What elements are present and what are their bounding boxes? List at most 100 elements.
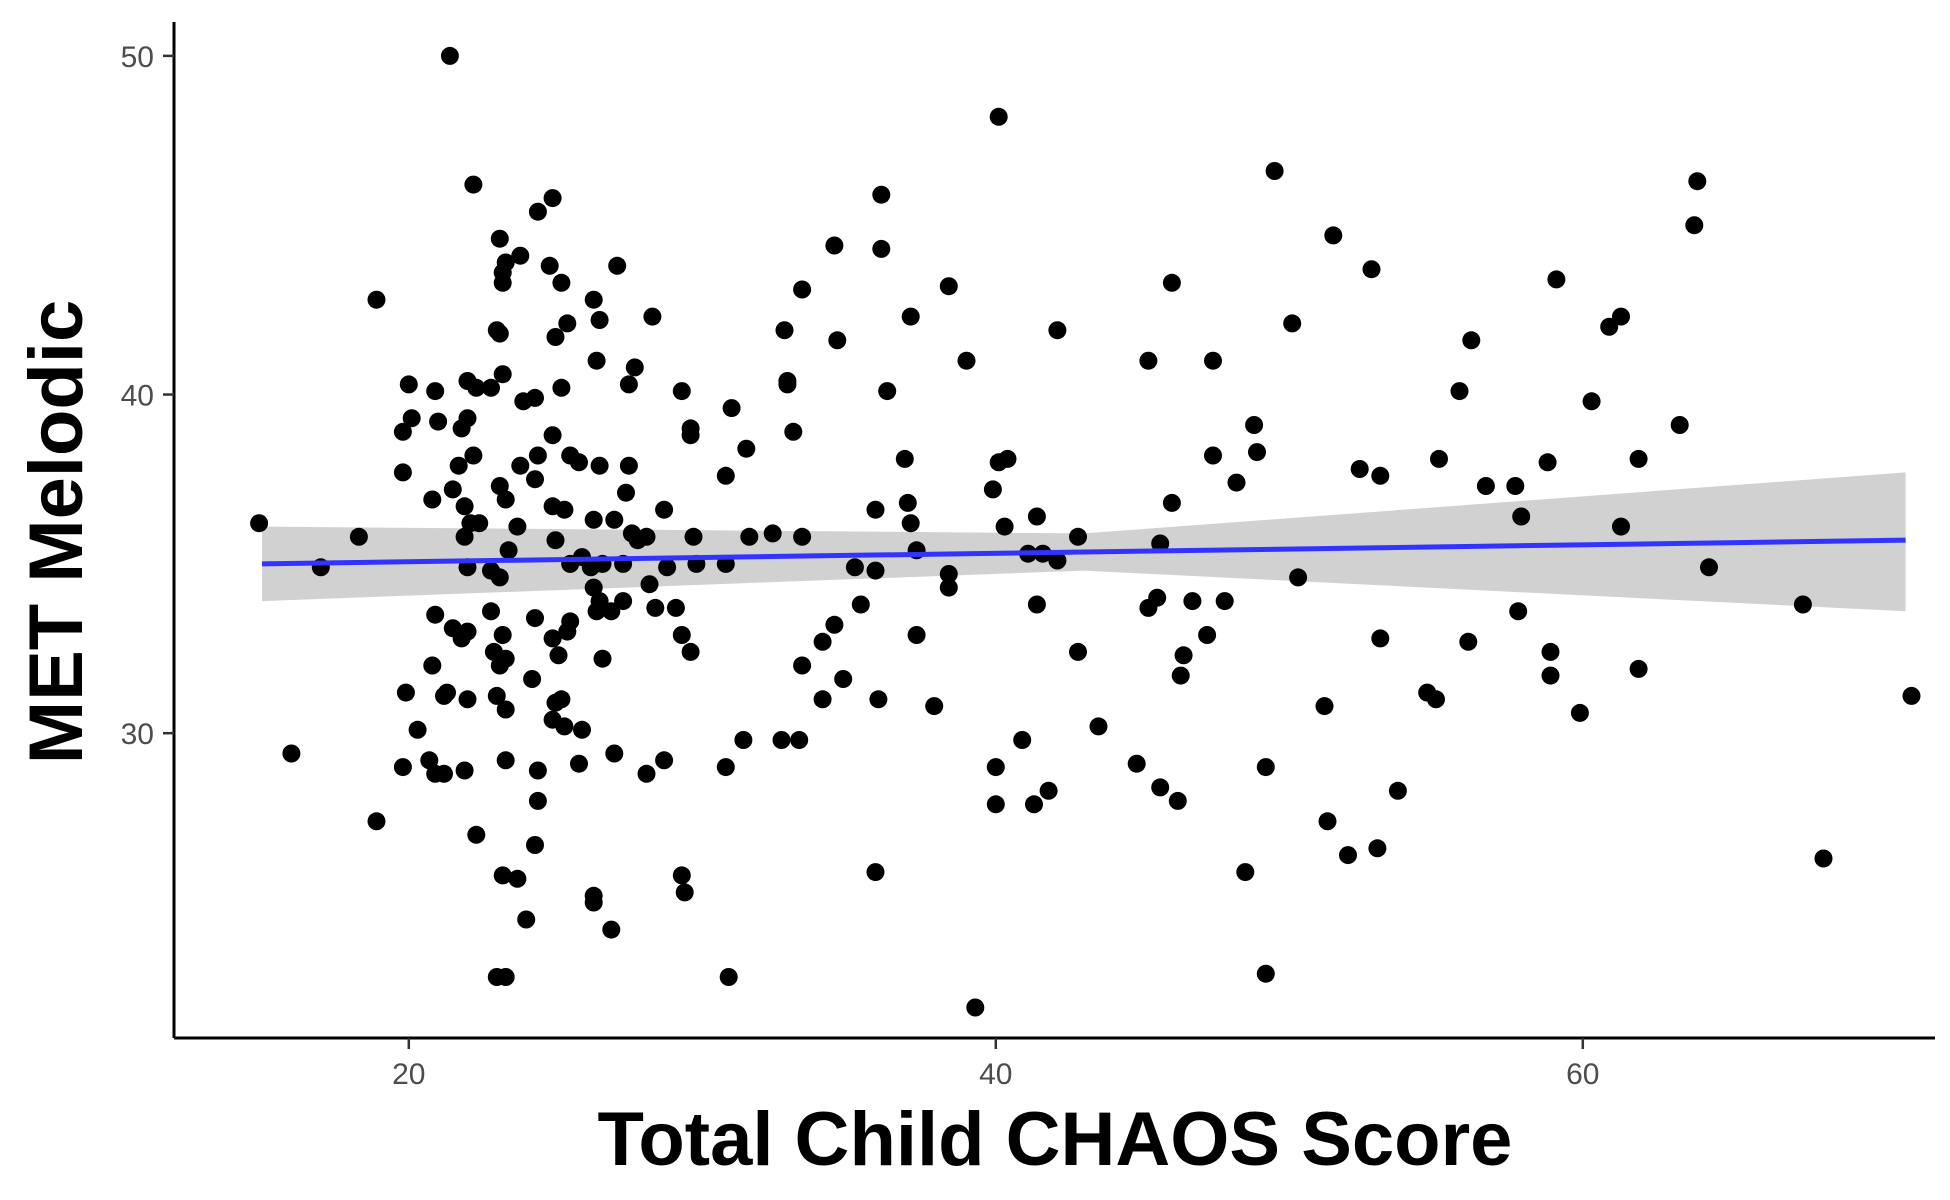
data-point bbox=[496, 490, 515, 509]
data-point bbox=[872, 239, 891, 258]
data-point bbox=[989, 107, 1008, 126]
data-point bbox=[672, 626, 691, 644]
data-point bbox=[825, 236, 844, 255]
data-point bbox=[907, 626, 926, 644]
data-point bbox=[681, 426, 700, 445]
data-point bbox=[608, 256, 627, 275]
data-point bbox=[784, 422, 803, 441]
data-point bbox=[490, 229, 509, 248]
data-point bbox=[367, 290, 386, 309]
data-point bbox=[546, 328, 565, 346]
data-point bbox=[555, 500, 574, 519]
data-point bbox=[1174, 646, 1193, 665]
data-point bbox=[467, 378, 486, 397]
data-point bbox=[1151, 534, 1170, 553]
data-point bbox=[1793, 595, 1812, 614]
data-point bbox=[1388, 781, 1407, 800]
data-point bbox=[426, 605, 445, 624]
data-point bbox=[1289, 568, 1308, 587]
data-point bbox=[593, 649, 612, 668]
data-point bbox=[526, 470, 544, 489]
data-point bbox=[435, 764, 453, 783]
data-point bbox=[716, 466, 735, 485]
data-point bbox=[420, 751, 439, 770]
data-point bbox=[490, 477, 509, 495]
data-point bbox=[590, 456, 609, 475]
data-point bbox=[1069, 642, 1087, 661]
data-point bbox=[1265, 162, 1284, 180]
data-point bbox=[1198, 626, 1217, 644]
data-point bbox=[1629, 449, 1648, 468]
y-ticks-layer: 30 40 50 bbox=[121, 41, 174, 751]
data-point bbox=[496, 751, 515, 770]
data-point bbox=[393, 422, 412, 441]
data-point bbox=[1151, 778, 1170, 797]
data-point bbox=[349, 527, 368, 546]
data-point bbox=[455, 497, 474, 516]
data-point bbox=[716, 758, 735, 777]
data-point bbox=[440, 46, 459, 65]
data-point bbox=[499, 541, 518, 560]
data-point bbox=[514, 392, 533, 411]
data-point bbox=[587, 602, 606, 621]
x-ticks-layer: 20 40 60 bbox=[392, 1038, 1599, 1091]
data-point bbox=[1013, 731, 1032, 749]
data-point bbox=[640, 575, 659, 594]
data-point bbox=[573, 720, 591, 739]
data-point bbox=[570, 453, 588, 472]
data-point bbox=[1541, 642, 1560, 661]
data-point bbox=[482, 378, 500, 397]
data-point bbox=[1162, 493, 1181, 512]
data-point bbox=[1902, 686, 1921, 705]
data-point bbox=[452, 629, 471, 648]
data-point bbox=[813, 690, 832, 709]
data-point bbox=[793, 280, 812, 299]
data-point bbox=[828, 331, 847, 350]
data-point bbox=[458, 690, 477, 709]
data-point bbox=[1168, 791, 1187, 810]
data-point bbox=[1256, 758, 1275, 777]
data-point bbox=[957, 351, 976, 370]
data-point bbox=[1538, 453, 1557, 472]
data-point bbox=[393, 758, 412, 777]
data-point bbox=[986, 795, 1005, 814]
trend-line bbox=[262, 537, 1906, 567]
data-point bbox=[443, 480, 462, 499]
data-point bbox=[490, 324, 509, 343]
data-point bbox=[493, 365, 512, 384]
y-tick-label: 30 bbox=[121, 718, 154, 751]
data-point bbox=[570, 754, 588, 773]
data-point bbox=[1204, 351, 1222, 370]
data-point bbox=[528, 791, 547, 810]
data-point bbox=[1462, 331, 1481, 350]
data-point bbox=[464, 175, 483, 194]
data-point bbox=[866, 500, 885, 519]
data-point bbox=[496, 649, 515, 668]
data-point bbox=[461, 514, 480, 533]
data-point bbox=[1600, 317, 1619, 336]
data-point bbox=[517, 910, 536, 929]
data-point bbox=[493, 626, 512, 644]
data-point bbox=[672, 382, 691, 401]
data-point bbox=[1315, 697, 1334, 716]
data-point bbox=[866, 863, 885, 882]
data-point bbox=[1688, 172, 1707, 191]
data-point bbox=[845, 558, 864, 577]
data-point bbox=[584, 578, 603, 597]
data-point bbox=[543, 189, 562, 208]
data-point bbox=[1027, 507, 1046, 526]
data-point bbox=[1459, 632, 1478, 651]
x-tick-label: 40 bbox=[979, 1058, 1012, 1091]
data-point bbox=[998, 449, 1017, 468]
data-point bbox=[793, 527, 812, 546]
data-point bbox=[1570, 703, 1589, 722]
data-point bbox=[1227, 473, 1246, 492]
data-point bbox=[672, 866, 691, 885]
data-point bbox=[1248, 443, 1266, 462]
data-point bbox=[722, 399, 741, 418]
data-point bbox=[866, 561, 885, 580]
data-point bbox=[552, 690, 571, 709]
data-point bbox=[464, 446, 483, 465]
